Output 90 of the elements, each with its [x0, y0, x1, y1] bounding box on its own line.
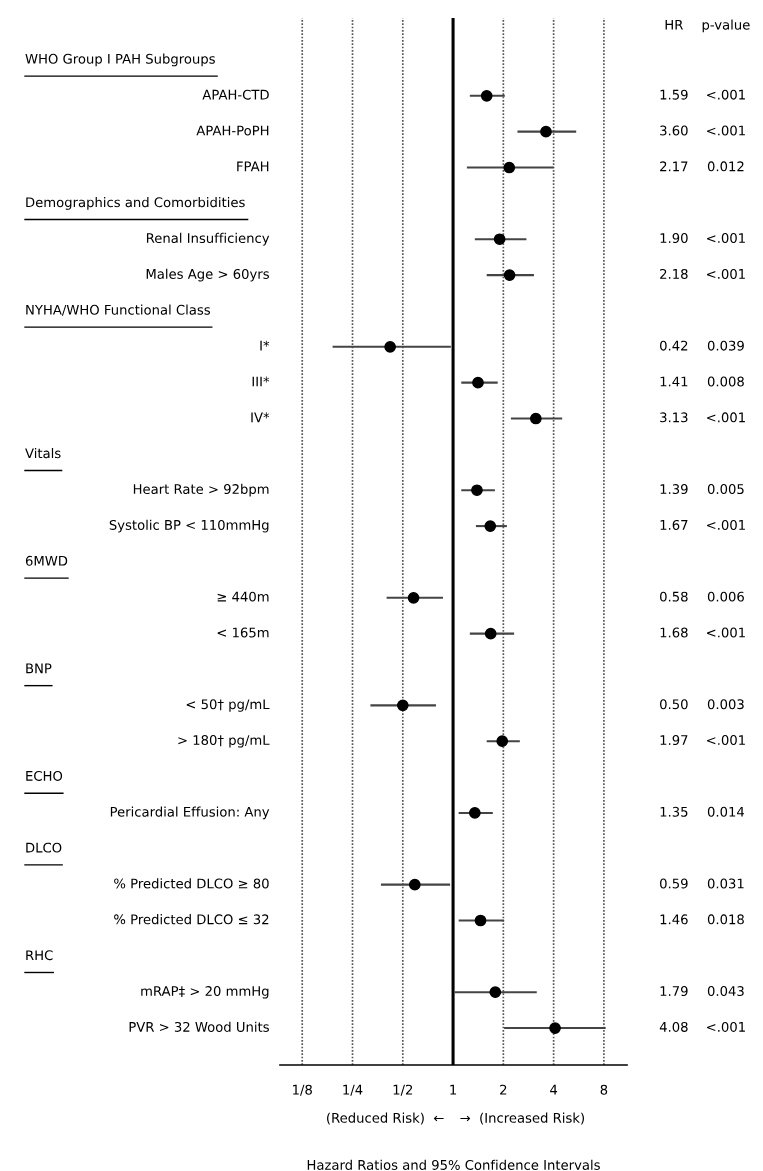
y-tick-label: < 50† pg/mL [186, 699, 270, 712]
y-tick-label: III* [252, 376, 270, 387]
data-label: 1.97 [660, 735, 688, 746]
y-tick-label: I* [260, 340, 270, 351]
point [484, 520, 497, 532]
y-tick-label: % Predicted DLCO ≤ 32 [114, 914, 269, 925]
point [480, 89, 493, 102]
text: WHO Group I PAH Subgroups [25, 53, 215, 67]
x-tick-label: 2 [500, 1084, 507, 1095]
data-label: 1.41 [660, 376, 688, 387]
point [468, 807, 481, 819]
y-tick-label: > 180† pg/mL [178, 735, 270, 748]
point [489, 986, 502, 999]
x-tick-label: 1/2 [393, 1084, 413, 1096]
text: Vitals [25, 447, 61, 459]
text: (Reduced Risk) ← [327, 1112, 444, 1125]
data-label: 3.13 [660, 412, 688, 423]
data-label: 1.39 [660, 484, 688, 495]
data-label: 1.35 [660, 806, 688, 817]
point [474, 914, 487, 927]
data-label: 1.67 [660, 519, 688, 530]
text: → (Increased Risk) [460, 1112, 584, 1125]
text: <.001 [707, 1021, 745, 1032]
x-tick-label: 1 [450, 1084, 457, 1095]
text: 0.003 [707, 699, 744, 710]
text: DLCO [26, 842, 62, 853]
data-label: 0.42 [660, 340, 688, 351]
text: HR [665, 19, 684, 30]
data-label: 3.60 [660, 125, 688, 136]
y-tick-label: FPAH [237, 161, 269, 172]
point [503, 269, 516, 281]
y-tick-label: APAH-PoPH [196, 125, 269, 136]
text: RHC [26, 950, 53, 961]
data-label: 1.79 [660, 986, 688, 997]
data-label: 0.50 [660, 699, 688, 710]
x-tick-label: 1/4 [343, 1084, 363, 1096]
point [471, 484, 483, 497]
y-tick-label: % Predicted DLCO ≥ 80 [114, 878, 269, 889]
text: 6MWD [25, 555, 68, 566]
text: 0.008 [707, 376, 744, 387]
point [496, 735, 509, 748]
text: 0.039 [707, 340, 744, 351]
data-label: 2.18 [660, 268, 688, 279]
y-tick-label: APAH-CTD [202, 89, 269, 100]
point [484, 627, 497, 640]
y-tick-label: PVR > 32 Wood Units [129, 1021, 269, 1032]
text: <.001 [707, 735, 745, 746]
x-axis-title: Hazard Ratios and 95% Confidence Intervals [307, 1159, 600, 1170]
text: <.001 [707, 89, 745, 100]
y-tick-label: Renal Insufficiency [146, 232, 270, 246]
data-label: 0.59 [660, 878, 688, 889]
text: <.001 [707, 233, 745, 244]
point [472, 376, 484, 389]
point [503, 161, 516, 174]
data-label: 0.58 [660, 591, 688, 602]
text: <.001 [707, 268, 745, 279]
x-tick-label: 1/8 [293, 1084, 312, 1096]
text: 0.031 [707, 878, 744, 889]
data-label: 1.46 [660, 914, 688, 925]
y-tick-label: < 165m [217, 627, 269, 638]
y-tick-label: Males Age > 60yrs [146, 268, 269, 282]
y-tick-label: Pericardial Effusion: Any [110, 806, 270, 820]
text: BNP [26, 663, 52, 674]
text: <.001 [707, 412, 745, 423]
text: <.001 [707, 627, 745, 638]
text: 0.043 [707, 986, 744, 997]
text: 0.014 [707, 806, 745, 817]
text: 0.006 [707, 591, 744, 602]
data-label: 1.90 [660, 233, 688, 244]
data-label: 2.17 [660, 161, 688, 172]
text: 0.012 [707, 161, 744, 172]
data-label: 1.59 [660, 89, 688, 100]
text: ECHO [26, 770, 63, 781]
y-tick-label: ≥ 440m [217, 591, 269, 602]
text: 0.018 [707, 914, 744, 925]
y-tick-label: mRAP‡ > 20 mmHg [141, 986, 269, 999]
y-tick-label: Heart Rate > 92bpm [133, 483, 269, 497]
text: <.001 [707, 519, 745, 530]
point [493, 233, 506, 246]
text: NYHA/WHO Functional Class [26, 304, 210, 316]
text: Demographics and Comorbidities [26, 196, 245, 210]
y-tick-label: IV* [251, 412, 270, 423]
text: <.001 [707, 125, 745, 136]
x-tick-label: 4 [550, 1084, 558, 1095]
y-tick-label: Systolic BP < 110mmHg [109, 519, 269, 533]
x-tick-label: 8 [600, 1084, 608, 1095]
text: 0.005 [707, 484, 744, 495]
data-label: 1.68 [660, 627, 688, 638]
data-label: 4.08 [659, 1021, 688, 1032]
text: p-value [702, 19, 750, 33]
